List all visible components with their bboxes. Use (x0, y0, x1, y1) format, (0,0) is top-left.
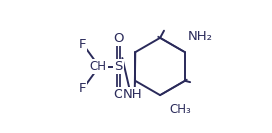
Text: NH₂: NH₂ (187, 30, 212, 43)
Text: F: F (79, 82, 86, 95)
Text: S: S (114, 60, 123, 73)
Text: CH₃: CH₃ (169, 103, 191, 116)
Text: O: O (113, 32, 124, 45)
Text: F: F (79, 38, 86, 51)
Text: CH: CH (90, 60, 107, 73)
Text: O: O (113, 88, 124, 101)
Text: NH: NH (123, 88, 143, 101)
